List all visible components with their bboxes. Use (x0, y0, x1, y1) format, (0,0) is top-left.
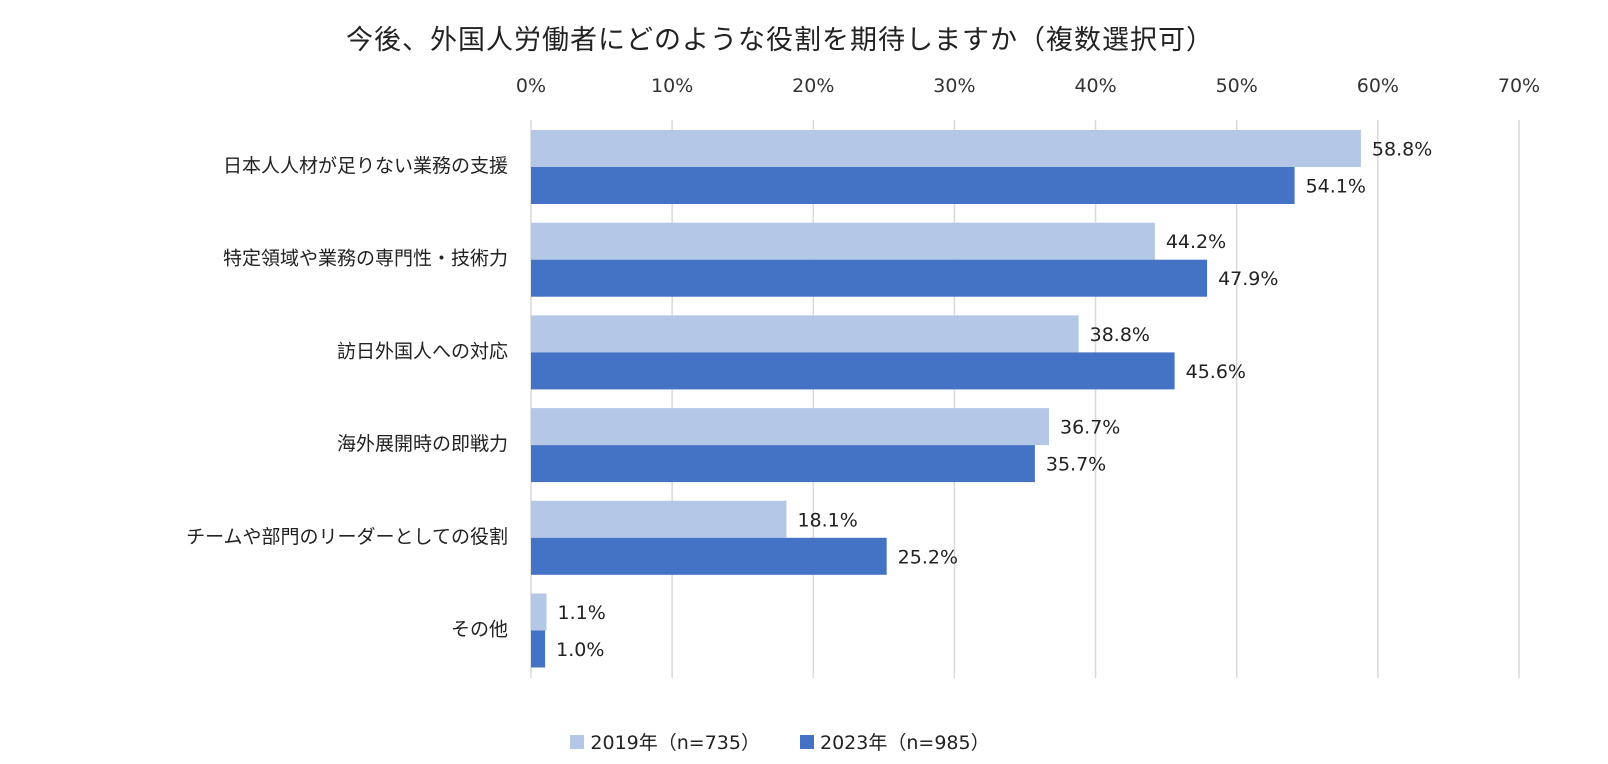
data-label: 47.9% (1218, 268, 1278, 290)
data-label: 35.7% (1046, 454, 1106, 476)
x-tick-label: 10% (651, 75, 693, 97)
x-tick-label: 50% (1216, 75, 1258, 97)
bar-2023 (531, 537, 887, 575)
category-label: その他 (451, 619, 508, 641)
bar-2019 (531, 222, 1155, 260)
x-tick-label: 40% (1074, 75, 1116, 97)
x-tick-label: 70% (1498, 75, 1540, 97)
data-label: 36.7% (1060, 417, 1120, 439)
data-label: 44.2% (1166, 231, 1226, 253)
category-label: 訪日外国人への対応 (337, 340, 508, 362)
bar-2023 (531, 167, 1295, 204)
category-label: 海外展開時の即戦力 (337, 433, 508, 455)
legend: 2019年（n=735） 2023年（n=985） (0, 728, 1560, 755)
bar-2019 (531, 408, 1049, 446)
bar-2023 (531, 630, 546, 668)
data-label: 1.0% (556, 639, 604, 661)
data-label: 58.8% (1372, 139, 1432, 161)
legend-label-2023: 2023年（n=985） (820, 732, 990, 754)
data-label: 38.8% (1090, 324, 1150, 346)
data-label: 54.1% (1306, 176, 1366, 198)
x-tick-label: 0% (516, 75, 546, 97)
bar-2019 (531, 315, 1079, 353)
bar-2023 (531, 259, 1208, 297)
legend-swatch-2019 (570, 734, 585, 749)
data-label: 18.1% (797, 509, 857, 531)
bar-2019 (531, 500, 787, 538)
x-tick-label: 20% (792, 75, 834, 97)
category-label: 日本人人材が足りない業務の支援 (223, 155, 508, 177)
legend-swatch-2023 (800, 734, 814, 749)
legend-item-2019: 2019年（n=735） (570, 728, 760, 755)
x-tick-label: 60% (1357, 75, 1399, 97)
data-label: 1.1% (558, 602, 606, 624)
data-label: 45.6% (1186, 361, 1246, 383)
chart-plot: 0% 10% 20% 30% 40% 50% 60% 70% 日本人人材が足りない業務の支援特… (186, 75, 1540, 678)
data-label: 25.2% (898, 546, 958, 568)
bar-2023 (531, 352, 1175, 390)
bar-2019 (531, 130, 1361, 167)
category-label: 特定領域や業務の専門性・技術力 (223, 248, 508, 270)
category-label: チームや部門のリーダーとしての役割 (186, 526, 508, 548)
chart-title: 今後、外国人労働者にどのような役割を期待しますか（複数選択可） (346, 25, 1214, 56)
bar-2019 (531, 593, 547, 631)
x-tick-label: 30% (933, 75, 975, 97)
legend-item-2023: 2023年（n=985） (800, 728, 990, 755)
bar-2023 (531, 445, 1035, 483)
legend-label-2019: 2019年（n=735） (590, 732, 760, 754)
